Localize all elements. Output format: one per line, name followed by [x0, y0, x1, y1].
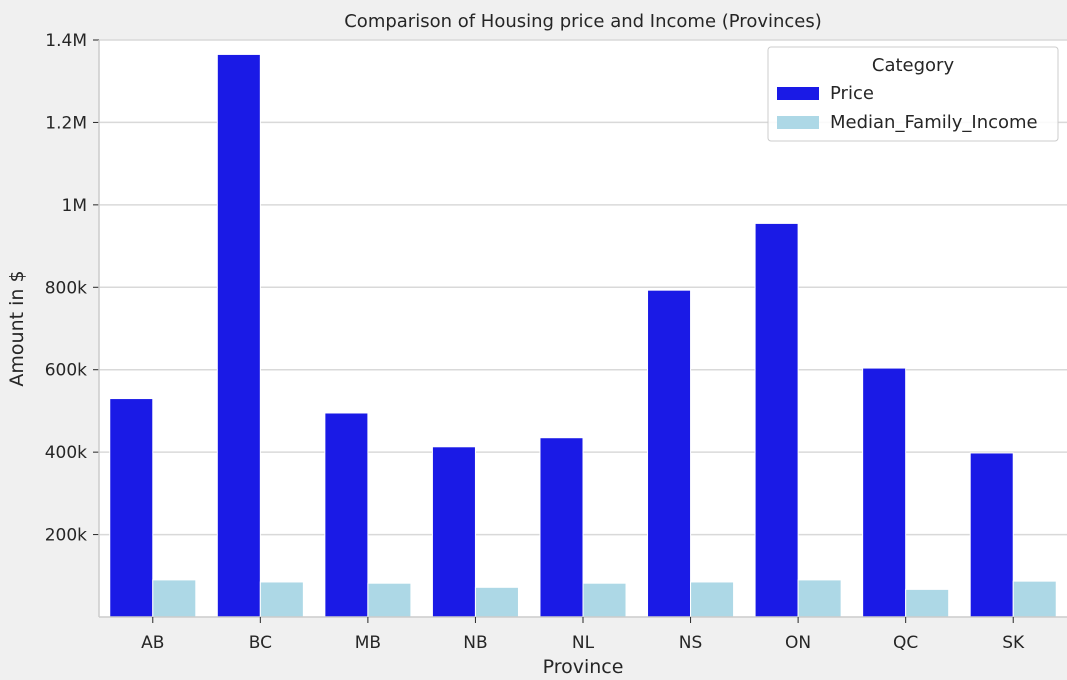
legend-swatch-price: [777, 87, 819, 100]
bar-ab-price: [109, 398, 154, 618]
y-tick-label: 800k: [45, 278, 87, 298]
x-tick-label: ON: [785, 633, 811, 653]
y-axis-label: Amount in $: [6, 270, 28, 386]
y-tick-label: 1.4M: [45, 31, 87, 51]
bar-qc-price: [862, 367, 907, 618]
bar-nl-price: [539, 437, 584, 618]
x-tick-label: QC: [893, 633, 918, 653]
x-axis-label: Province: [543, 656, 624, 678]
legend-label-price: Price: [830, 83, 874, 104]
y-tick-label: 600k: [45, 361, 87, 381]
x-tick-label: SK: [1002, 633, 1025, 653]
bar-ns-median-family-income: [690, 581, 735, 618]
legend: Category Price Median_Family_Income: [767, 46, 1059, 142]
x-tick-label: MB: [355, 633, 381, 653]
x-tick-label: AB: [141, 633, 164, 653]
chart-title: Comparison of Housing price and Income (…: [344, 11, 822, 32]
y-tick-label: 400k: [45, 443, 87, 463]
bar-sk-price: [969, 452, 1014, 618]
x-tick-label: NS: [679, 633, 703, 653]
bar-mb-median-family-income: [367, 582, 412, 618]
bar-on-price: [754, 222, 799, 618]
bar-nl-median-family-income: [582, 582, 627, 618]
legend-label-median-family-income: Median_Family_Income: [830, 112, 1038, 133]
x-tick-label: NB: [463, 633, 487, 653]
bar-ab-median-family-income: [152, 579, 197, 618]
legend-box: [767, 46, 1059, 142]
bars: [109, 53, 1057, 618]
x-tick-label: NL: [572, 633, 595, 653]
bar-qc-median-family-income: [905, 588, 950, 618]
bar-nb-price: [431, 446, 476, 618]
axes: 200k 400k 600k 800k 1M 1.2M 1.4M AB BC MB NB NL NS ON…: [45, 31, 1067, 653]
legend-title: Category: [872, 55, 955, 76]
legend-swatch-median-family-income: [777, 116, 819, 129]
bar-on-median-family-income: [797, 579, 842, 618]
y-tick-label: 200k: [45, 526, 87, 546]
bar-sk-median-family-income: [1012, 580, 1057, 618]
x-tick-label: BC: [249, 633, 272, 653]
bar-ns-price: [647, 289, 692, 618]
bar-bc-median-family-income: [259, 581, 304, 618]
y-tick-label: 1M: [62, 196, 87, 216]
bar-mb-price: [324, 412, 369, 618]
bar-bc-price: [216, 53, 261, 618]
y-tick-label: 1.2M: [45, 113, 87, 133]
bar-nb-median-family-income: [474, 586, 519, 618]
